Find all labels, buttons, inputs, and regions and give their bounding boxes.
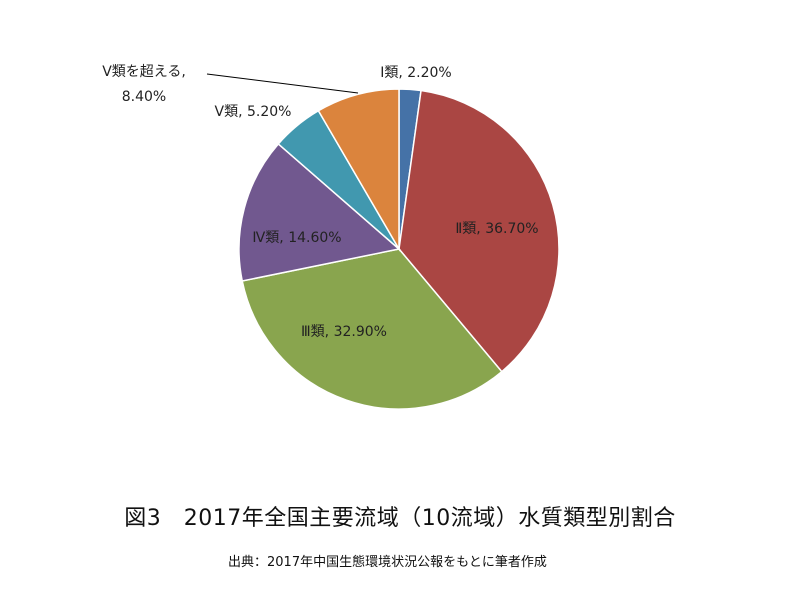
- data-labels: Ⅰ類, 2.20% Ⅱ類, 36.70% Ⅲ類, 32.90% Ⅳ類, 14.60% Ⅴ…: [102, 64, 538, 340]
- pie-slice-Ⅲ類: [241, 248, 503, 410]
- data-label-Ⅰ類: Ⅰ類, 2.20%: [380, 65, 452, 81]
- figure-title: 図3 2017年全国主要流域（10流域）水質類型別割合: [124, 506, 676, 531]
- pie-slices: [238, 88, 560, 410]
- data-label-Ⅴ類: Ⅴ類, 5.20%: [215, 104, 292, 120]
- pie-slice-Ⅳ類: [238, 142, 401, 282]
- pie-slice-Ⅴ類を超える: [317, 88, 400, 252]
- leader-line: [206, 73, 359, 94]
- data-label-Ⅳ類: Ⅳ類, 14.60%: [252, 230, 341, 246]
- data-label-Ⅱ類: Ⅱ類, 36.70%: [455, 221, 538, 237]
- pie-slice-Ⅱ類: [398, 89, 560, 373]
- data-label-Ⅲ類: Ⅲ類, 32.90%: [301, 324, 387, 340]
- figure-source: 出典：2017年中国生態環境状況公報をもとに筆者作成: [228, 555, 547, 570]
- data-label-Ⅴ類を超える: Ⅴ類を超える, 8.40%: [102, 64, 186, 105]
- leader-lines: [206, 73, 359, 94]
